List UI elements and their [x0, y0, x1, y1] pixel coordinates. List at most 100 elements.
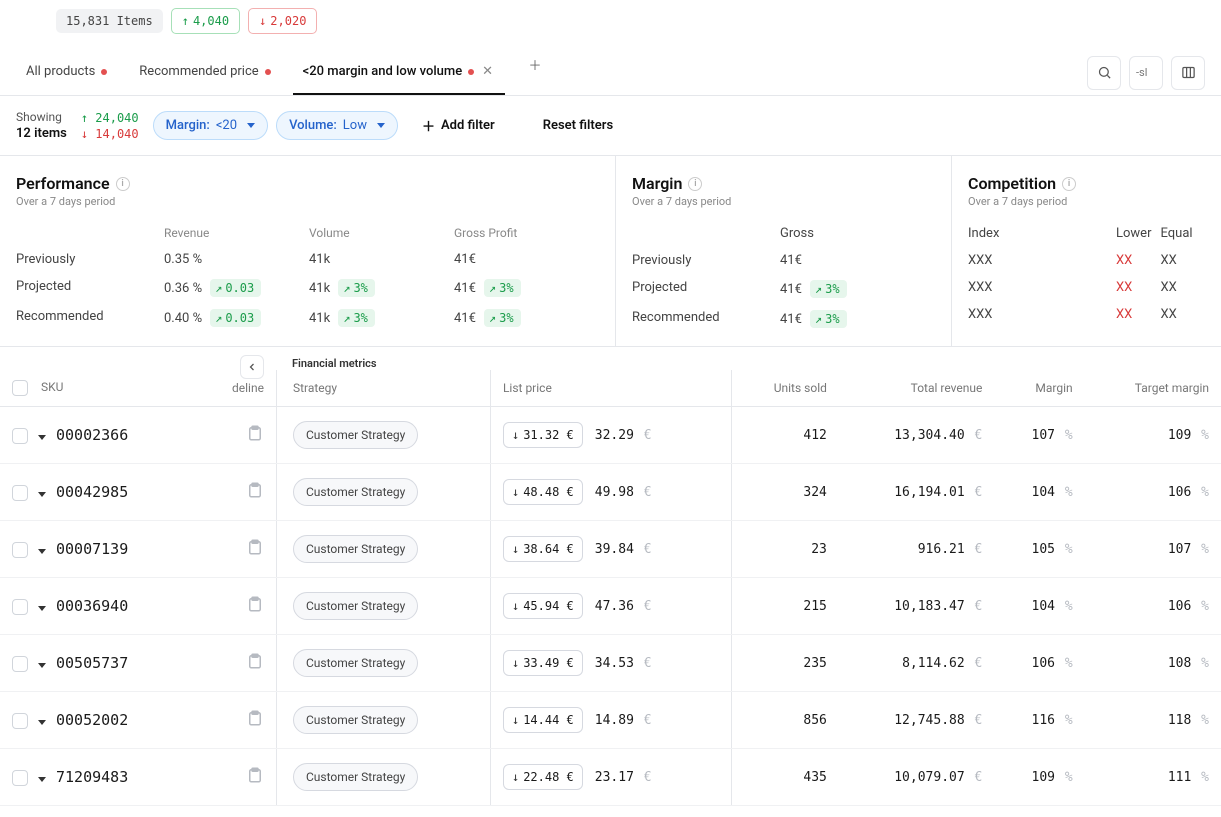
th-list-price[interactable]: List price	[490, 370, 731, 407]
new-price-pill[interactable]: ↓ 14.44 €	[503, 707, 583, 733]
info-icon[interactable]: i	[116, 177, 130, 191]
target-margin-value: 106 %	[1168, 485, 1209, 500]
reset-filters-button[interactable]: Reset filters	[533, 112, 623, 139]
table-row: 00036940Customer Strategy↓ 45.94 €47.36 …	[0, 578, 1221, 635]
add-tab-button[interactable]: ＋	[521, 50, 549, 78]
delta-pill: ↗ 3%	[338, 279, 375, 297]
row-checkbox[interactable]	[12, 599, 28, 615]
clipboard-icon[interactable]	[246, 766, 264, 784]
strategy-pill[interactable]: Customer Strategy	[293, 535, 418, 563]
th-units-sold[interactable]: Units sold	[731, 370, 839, 407]
competition-subtitle: Over a 7 days period	[968, 195, 1205, 208]
competition-title-text: Competition	[968, 174, 1056, 193]
list-price-cell: ↓ 14.44 €14.89 €	[503, 707, 719, 733]
arrow-up-icon: ↗	[215, 311, 222, 325]
strategy-pill[interactable]: Customer Strategy	[293, 592, 418, 620]
add-filter-button[interactable]: ＋ Add filter	[412, 110, 505, 141]
new-price-pill[interactable]: ↓ 38.64 €	[503, 536, 583, 562]
quick-filter-field[interactable]: -sl	[1129, 56, 1163, 90]
collapse-panel-button[interactable]	[240, 355, 264, 379]
top-actions: -sl	[1087, 56, 1205, 90]
row-label: Projected	[16, 279, 164, 297]
columns-icon	[1181, 65, 1196, 80]
add-filter-label: Add filter	[441, 118, 495, 133]
expand-row-icon[interactable]	[38, 606, 46, 611]
search-button[interactable]	[1087, 56, 1121, 90]
th-total-revenue[interactable]: Total revenue	[839, 370, 994, 407]
strategy-pill[interactable]: Customer Strategy	[293, 478, 418, 506]
chevron-down-icon	[247, 123, 255, 128]
expand-row-icon[interactable]	[38, 492, 46, 497]
clipboard-icon[interactable]	[246, 595, 264, 613]
row-checkbox[interactable]	[12, 770, 28, 786]
table-row: 00505737Customer Strategy↓ 33.49 €34.53 …	[0, 635, 1221, 692]
new-price-pill[interactable]: ↓ 31.32 €	[503, 422, 583, 448]
strategy-pill[interactable]: Customer Strategy	[293, 706, 418, 734]
new-price-pill[interactable]: ↓ 48.48 €	[503, 479, 583, 505]
new-price-pill[interactable]: ↓ 45.94 €	[503, 593, 583, 619]
row-checkbox[interactable]	[12, 485, 28, 501]
select-all-checkbox[interactable]	[12, 380, 28, 396]
clipboard-icon[interactable]	[246, 481, 264, 499]
units-sold-value: 324	[803, 485, 826, 500]
table-row: 00007139Customer Strategy↓ 38.64 €39.84 …	[0, 521, 1221, 578]
columns-button[interactable]	[1171, 56, 1205, 90]
info-icon[interactable]: i	[688, 177, 702, 191]
th-strategy[interactable]: Strategy	[276, 370, 490, 407]
new-price-pill[interactable]: ↓ 22.48 €	[503, 764, 583, 790]
list-price-cell: ↓ 31.32 €32.29 €	[503, 422, 719, 448]
filter-chip-1[interactable]: Volume: Low	[276, 111, 398, 140]
strategy-pill[interactable]: Customer Strategy	[293, 763, 418, 791]
th-margin[interactable]: Margin	[994, 370, 1084, 407]
table-body: 00002366Customer Strategy↓ 31.32 €32.29 …	[0, 407, 1221, 806]
filter-chip-0[interactable]: Margin: <20	[153, 111, 268, 140]
row-checkbox[interactable]	[12, 656, 28, 672]
filter-row: Showing 12 items ↑ 24,040 ↓ 14,040 Margi…	[0, 96, 1221, 156]
margin-panel: Margin i Over a 7 days period GrossPrevi…	[616, 156, 952, 346]
expand-row-icon[interactable]	[38, 777, 46, 782]
th-target-margin[interactable]: Target margin	[1085, 370, 1221, 407]
new-price-pill[interactable]: ↓ 33.49 €	[503, 650, 583, 676]
expand-row-icon[interactable]	[38, 549, 46, 554]
clipboard-icon[interactable]	[246, 538, 264, 556]
strategy-pill[interactable]: Customer Strategy	[293, 421, 418, 449]
expand-row-icon[interactable]	[38, 435, 46, 440]
close-icon[interactable]: ✕	[480, 64, 495, 79]
th-sku[interactable]: SKU	[0, 370, 220, 407]
col-header	[16, 226, 164, 240]
row-label: Recommended	[632, 310, 780, 328]
old-price: 39.84 €	[595, 542, 652, 557]
old-price: 49.98 €	[595, 485, 652, 500]
old-price: 34.53 €	[595, 656, 652, 671]
tab-0[interactable]: All products	[16, 50, 117, 95]
showing-summary: Showing 12 items	[16, 110, 67, 141]
arrow-up-icon: ↑	[182, 14, 189, 28]
row-checkbox[interactable]	[12, 542, 28, 558]
showing-label: Showing	[16, 110, 67, 124]
sku-value: 00036940	[56, 597, 128, 615]
clipboard-icon[interactable]	[246, 709, 264, 727]
row-checkbox[interactable]	[12, 428, 28, 444]
target-margin-value: 108 %	[1168, 656, 1209, 671]
chip-value: <20	[216, 118, 237, 133]
showing-delta: ↑ 24,040 ↓ 14,040	[81, 111, 139, 141]
equal-cell: XX	[1161, 280, 1206, 295]
products-table: SKU deline Strategy List price Units sol…	[0, 370, 1221, 806]
clipboard-icon[interactable]	[246, 424, 264, 442]
clipboard-icon[interactable]	[246, 652, 264, 670]
row-checkbox[interactable]	[12, 713, 28, 729]
expand-row-icon[interactable]	[38, 663, 46, 668]
row-label: Recommended	[16, 309, 164, 327]
strategy-pill[interactable]: Customer Strategy	[293, 649, 418, 677]
expand-row-icon[interactable]	[38, 720, 46, 725]
delta-pill: ↗ 0.03	[210, 279, 261, 297]
margin-value: 116 %	[1032, 713, 1073, 728]
list-price-cell: ↓ 22.48 €23.17 €	[503, 764, 719, 790]
tab-1[interactable]: Recommended price	[129, 50, 280, 95]
showing-down: ↓ 14,040	[81, 127, 139, 141]
table-row: 00002366Customer Strategy↓ 31.32 €32.29 …	[0, 407, 1221, 464]
tab-2[interactable]: <20 margin and low volume✕	[293, 50, 505, 95]
margin-subtitle: Over a 7 days period	[632, 195, 935, 208]
summary-panels: Performance i Over a 7 days period Reven…	[0, 156, 1221, 347]
info-icon[interactable]: i	[1062, 177, 1076, 191]
